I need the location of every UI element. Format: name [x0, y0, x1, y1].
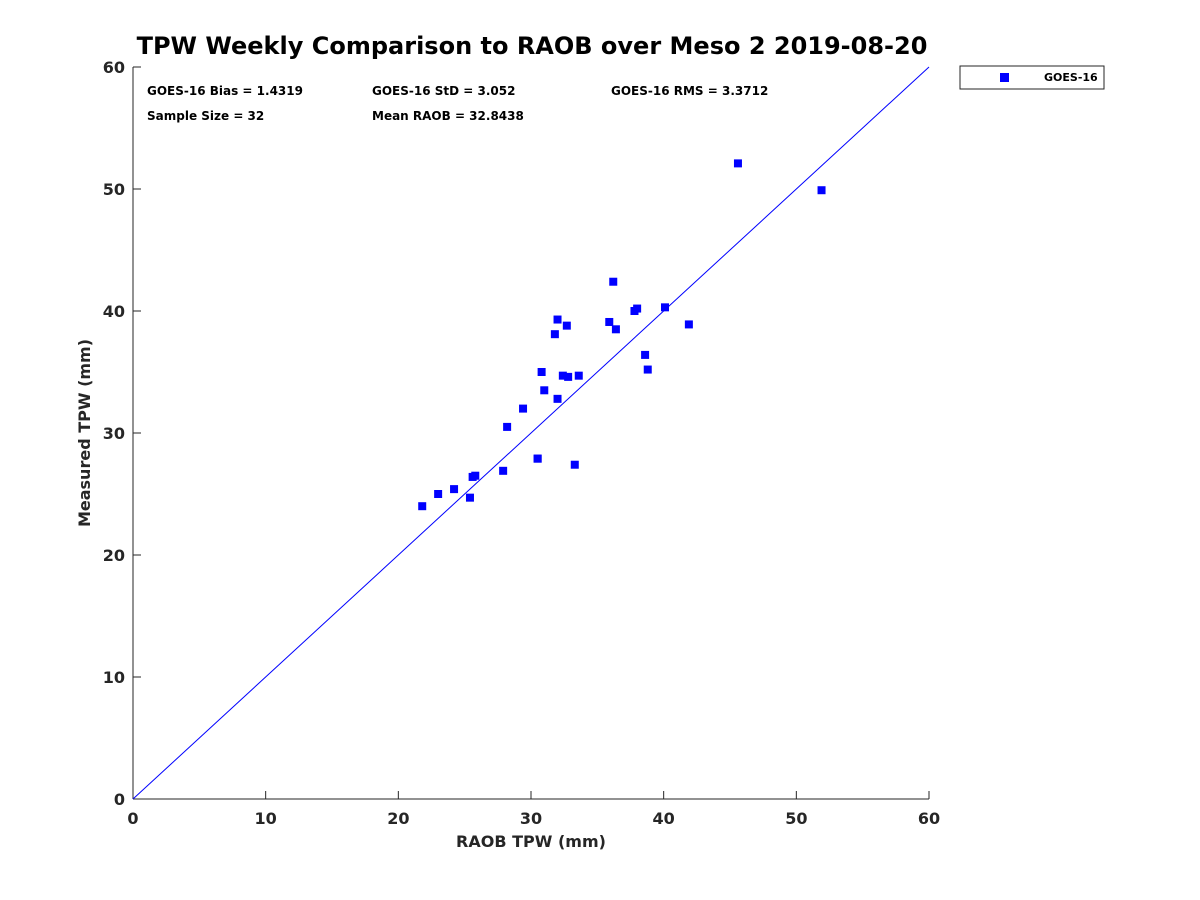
y-tick-label: 40 — [103, 302, 125, 321]
y-tick-label: 0 — [114, 790, 125, 809]
data-point — [499, 466, 508, 475]
y-ticks: 0 10 20 30 40 50 60 — [103, 58, 141, 809]
data-point — [519, 404, 528, 413]
x-tick-label: 60 — [918, 809, 940, 828]
data-point — [553, 315, 562, 324]
bias-stat: GOES-16 Bias = 1.4319 — [147, 84, 303, 98]
sample-size-stat: Sample Size = 32 — [147, 109, 264, 123]
data-point — [450, 485, 459, 494]
data-point — [558, 371, 567, 380]
data-point — [684, 320, 693, 329]
data-point — [553, 394, 562, 403]
data-point — [434, 490, 443, 498]
data-points — [418, 159, 826, 511]
data-point — [605, 317, 614, 326]
data-point — [564, 372, 573, 381]
data-point — [609, 277, 618, 286]
x-tick-label: 30 — [520, 809, 542, 828]
data-point — [540, 386, 549, 395]
std-stat: GOES-16 StD = 3.052 — [372, 84, 515, 98]
rms-stat: GOES-16 RMS = 3.3712 — [611, 84, 768, 98]
x-tick-label: 40 — [653, 809, 675, 828]
data-point — [633, 304, 642, 313]
data-point — [641, 350, 650, 359]
x-tick-label: 20 — [387, 809, 409, 828]
x-ticks: 0 10 20 30 40 50 60 — [127, 791, 940, 828]
data-point — [611, 325, 620, 334]
y-tick-label: 10 — [103, 668, 125, 687]
data-point — [533, 454, 542, 463]
legend: GOES-16 — [959, 65, 1105, 90]
data-point — [418, 502, 427, 511]
y-axis-label: Measured TPW (mm) — [75, 339, 94, 527]
data-point — [562, 321, 571, 330]
mean-raob-stat: Mean RAOB = 32.8438 — [372, 109, 524, 123]
data-point — [503, 422, 512, 431]
data-point — [817, 186, 826, 195]
data-point — [660, 303, 669, 312]
data-point — [733, 159, 742, 168]
x-axis-label: RAOB TPW (mm) — [456, 832, 606, 851]
data-point — [643, 365, 652, 374]
data-point — [570, 460, 579, 469]
data-point — [471, 471, 480, 480]
one-to-one-line — [132, 66, 930, 800]
y-tick-label: 20 — [103, 546, 125, 565]
x-tick-label: 0 — [127, 809, 138, 828]
data-point — [465, 493, 474, 502]
chart-title: TPW Weekly Comparison to RAOB over Meso … — [137, 32, 928, 60]
data-point — [537, 368, 546, 376]
y-tick-label: 60 — [103, 58, 125, 77]
data-point — [574, 371, 583, 380]
legend-box — [959, 65, 1105, 90]
y-tick-label: 30 — [103, 424, 125, 443]
x-tick-label: 10 — [255, 809, 277, 828]
y-tick-label: 50 — [103, 180, 125, 199]
data-point — [550, 330, 559, 339]
legend-marker-goes-16 — [1000, 73, 1009, 82]
x-tick-label: 50 — [785, 809, 807, 828]
legend-label-goes-16: GOES-16 — [1044, 71, 1098, 84]
